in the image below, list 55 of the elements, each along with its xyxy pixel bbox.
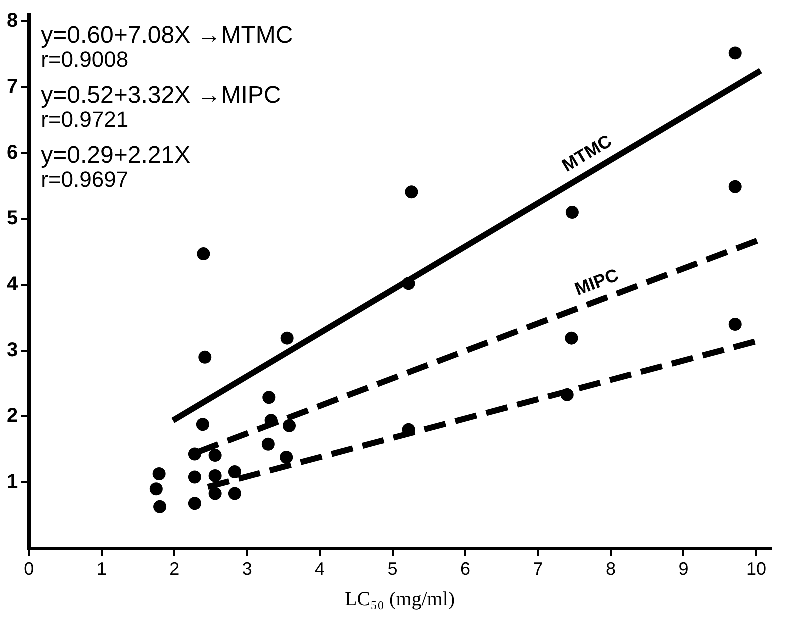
x-tick-label: 8 [606, 559, 616, 580]
y-tick-label: 6 [7, 142, 18, 164]
point [405, 186, 418, 199]
point [262, 438, 275, 451]
x-tick-label: 5 [388, 559, 398, 580]
y-tick-label: 4 [7, 274, 19, 296]
annotation: r=0.9721 [41, 107, 129, 132]
point [402, 277, 416, 290]
x-tick-label: 1 [96, 559, 107, 580]
x-tick-label: 9 [678, 559, 689, 580]
x-tick-label: 10 [746, 559, 766, 580]
x-axis-title: LC₅₀ (mg/ml) [345, 588, 456, 610]
point [208, 469, 222, 482]
point [728, 46, 742, 60]
y-tick-label: 2 [7, 405, 18, 428]
point [152, 467, 166, 480]
point [188, 497, 202, 510]
y-tick-label: 8 [7, 10, 18, 32]
point [280, 332, 294, 345]
point [208, 449, 222, 462]
point [283, 419, 296, 432]
x-tick-label: 7 [533, 559, 544, 580]
text: MIPC [572, 264, 622, 300]
point [154, 500, 167, 514]
y-tick-label: 7 [7, 76, 18, 98]
y-tick-label: 5 [7, 208, 18, 230]
point [188, 470, 202, 484]
point [228, 487, 242, 500]
y-tick-label: 1 [7, 471, 18, 494]
point [728, 318, 742, 332]
point [198, 350, 212, 364]
point [264, 414, 278, 428]
annotation: y=0.29+2.21X [41, 142, 191, 169]
point [228, 466, 242, 479]
point [196, 418, 210, 432]
annotation: r=0.9008 [41, 47, 129, 72]
point [150, 482, 163, 496]
annotation: y=0.60+7.08X →MTMC [41, 22, 294, 49]
point [188, 448, 202, 461]
point [560, 388, 574, 402]
x-tick-label: 6 [460, 559, 471, 580]
x-tick-label: 0 [24, 559, 34, 580]
point [197, 248, 210, 261]
point [565, 332, 578, 345]
point [208, 487, 222, 500]
point [566, 206, 579, 220]
x-tick-label: 3 [242, 559, 252, 580]
point [262, 391, 276, 404]
x-tick-label: 2 [170, 559, 180, 580]
annotation: y=0.52+3.32X →MIPC [41, 82, 282, 109]
x-tick-label: 4 [315, 559, 326, 580]
annotation: r=0.9697 [41, 167, 129, 192]
point [728, 180, 742, 194]
point [280, 451, 294, 464]
y-tick-label: 3 [7, 339, 18, 362]
